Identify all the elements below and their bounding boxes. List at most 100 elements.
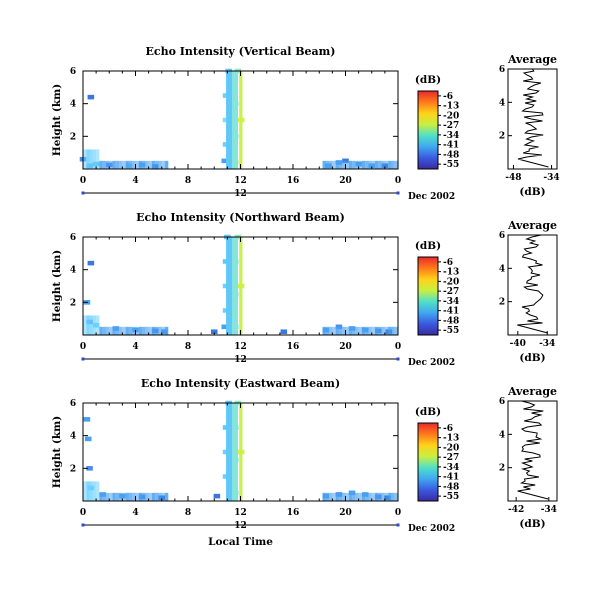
colorbar-label: -20 [443, 443, 459, 453]
heatmap-cell [338, 160, 343, 169]
heatmap-cell [145, 492, 149, 501]
heatmap-cell [221, 324, 229, 330]
y-tick-label: 4 [70, 100, 76, 110]
colorbar-label: -34 [443, 297, 459, 307]
date-line-end [396, 357, 400, 361]
colorbar-label: -6 [443, 258, 453, 268]
x-tick-label: 8 [185, 342, 191, 352]
x-tick-label: 8 [185, 176, 191, 186]
heatmap-cell [122, 160, 126, 169]
panel-0: Echo Intensity (Vertical Beam) 0 4 8 12 16 20 0… [51, 45, 560, 202]
y-tick-label: 2 [70, 132, 76, 142]
colorbar-label: -41 [443, 307, 459, 317]
heatmap-cell [352, 492, 356, 501]
heatmap-cell [142, 326, 146, 335]
heatmap-cell [348, 326, 353, 335]
profile-x-tick-label: -42 [508, 505, 524, 515]
profile-y-tick-label: 6 [499, 65, 505, 75]
heatmap-cell [325, 492, 330, 501]
profile-y-tick-label: 2 [499, 132, 505, 142]
profile-x-label: (dB) [519, 518, 545, 530]
profile-x-label: (dB) [519, 186, 545, 198]
x-tick-label: 4 [132, 176, 138, 186]
colorbar-label: -34 [443, 131, 459, 141]
heatmap-cell [213, 493, 221, 499]
x-tick-label: 4 [132, 508, 138, 518]
profile-title: Average [507, 53, 557, 66]
profile-title: Average [507, 385, 557, 398]
heatmap-cell [239, 237, 243, 335]
heatmap-cell [125, 326, 129, 335]
profile-y-tick-label: 6 [499, 397, 505, 407]
heatmap-cell [378, 326, 382, 335]
heatmap-cell [142, 160, 146, 169]
heatmap-cell [99, 492, 103, 501]
colorbar-label: -6 [443, 92, 453, 102]
colorbar-label: -27 [443, 453, 459, 463]
heatmap-cell [335, 324, 343, 330]
heatmap-cell [109, 492, 113, 501]
date-label: Dec 2002 [408, 524, 455, 534]
x-tick-label: 0 [395, 342, 401, 352]
heatmap-cell [345, 492, 349, 501]
heatmap-cell [361, 492, 366, 501]
profile-y-tick-label: 6 [499, 231, 505, 241]
heatmap-cell [96, 149, 100, 169]
heatmap-cell [125, 492, 129, 501]
x-tick-label: 16 [287, 176, 300, 186]
heatmap-cell [335, 492, 339, 501]
colorbar [417, 422, 439, 502]
x-tick-label: 0 [395, 508, 401, 518]
heatmap-cell [322, 326, 326, 335]
colorbar-label: -48 [443, 316, 459, 326]
heatmap-cell [105, 326, 110, 335]
heatmap-cell [345, 160, 349, 169]
heatmap-cell [329, 326, 333, 335]
heatmap-cell [132, 326, 136, 335]
heatmap-cell [89, 149, 93, 169]
heatmap-cell [388, 492, 392, 501]
heatmap-cell [148, 160, 152, 169]
heatmap-cell [155, 160, 159, 169]
heatmap-cell [210, 329, 218, 335]
y-tick-label: 4 [70, 266, 76, 276]
heatmap-cell [158, 160, 162, 169]
x-tick-label: 20 [339, 508, 352, 518]
date-marker: 12 [234, 355, 247, 365]
heatmap-cell [138, 326, 143, 335]
heatmap-cell [371, 160, 376, 169]
date-line-end [81, 523, 85, 527]
colorbar-label: -41 [443, 141, 459, 151]
heatmap-cell [151, 492, 156, 501]
heatmap-cell [332, 492, 336, 501]
heatmap-cell [119, 492, 123, 501]
heatmap-cell [384, 492, 389, 501]
heatmap-cell [128, 326, 133, 335]
heatmap-cell [151, 160, 156, 169]
heatmap-cell [338, 492, 343, 501]
heatmap-cell [86, 149, 90, 169]
date-line-end [81, 191, 85, 195]
profile-curve [517, 68, 549, 168]
profile-y-tick-label: 2 [499, 464, 505, 474]
heatmap-cell [83, 315, 87, 335]
heatmap-cell [96, 481, 100, 501]
y-axis-label: Height (km) [51, 416, 63, 488]
colorbar [417, 90, 439, 170]
heatmap-cell [105, 492, 110, 501]
heatmap-cell [332, 326, 336, 335]
heatmap-cell [165, 326, 169, 335]
x-tick-label: 0 [80, 508, 86, 518]
heatmap-cell [99, 326, 103, 335]
heatmap-cell [83, 149, 87, 169]
heatmap-cell [368, 160, 372, 169]
y-tick-label: 4 [70, 432, 76, 442]
panel-title: Echo Intensity (Eastward Beam) [141, 377, 340, 390]
heatmap-cell [361, 160, 366, 169]
heatmap-cell [135, 492, 139, 501]
heatmap-cell [371, 326, 376, 335]
heatmap-cell [388, 326, 392, 335]
heatmap-cell [365, 326, 369, 335]
x-tick-label: 16 [287, 508, 300, 518]
heatmap-cell [145, 160, 149, 169]
